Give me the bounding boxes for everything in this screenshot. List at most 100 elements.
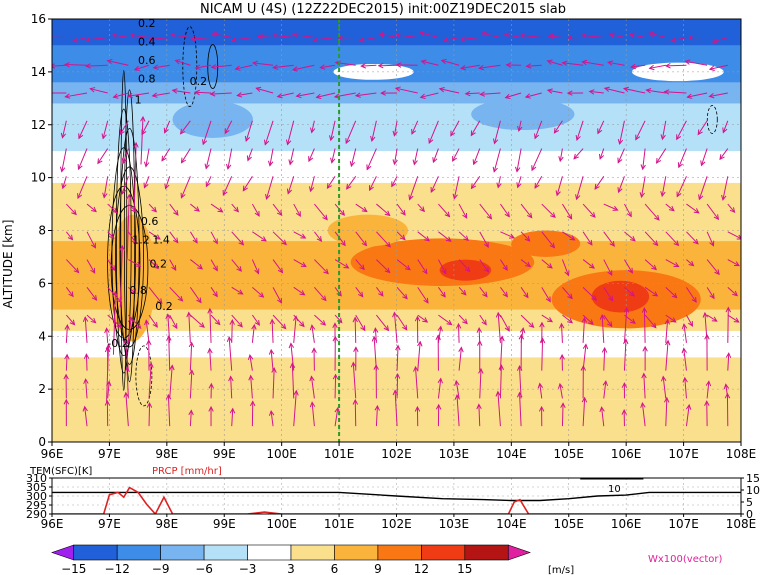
wind-vector [237,92,253,97]
wind-vector-head [400,209,406,216]
wind-vector-head [524,236,531,242]
wind-vector-head [109,265,116,272]
wind-band [52,19,741,46]
wind-vector-head [112,290,119,297]
y-tick-label: 4 [38,329,46,343]
wind-vector-head [126,92,133,99]
wind-vector [334,287,342,297]
wind-vector-head [601,346,608,353]
wind-vector [231,320,233,343]
wind-vector-head [524,93,531,99]
wind-vector [414,366,419,399]
wind-vector-head [559,353,565,360]
wind-vector-head [148,361,154,368]
wind-vector-head [249,400,256,407]
colorbar-label: 15 [457,562,472,575]
wind-vector [210,203,223,213]
wind-vector-head [591,295,598,301]
wind-vector [376,203,391,216]
wind-vector-head [419,31,426,37]
wind-vector [122,148,129,164]
contour-label: 0.6 [138,54,156,67]
wind-vector [683,324,687,343]
wind-vector [437,326,442,343]
wind-vector [676,120,687,140]
wind-vector-head [173,209,179,216]
wind-vector-head [119,129,125,136]
wind-vector [181,148,191,163]
wind-vector-head [394,86,401,92]
wind-vector-head [188,341,195,348]
wind-vector [500,287,508,297]
wind-vector-head [629,235,636,242]
wind-vector [188,312,191,343]
wind-vector-head [693,208,700,214]
wind-vector [172,89,191,94]
wind-vector [661,120,667,140]
wind-vector [210,287,218,297]
wind-vector-head [212,265,218,272]
wind-vector [678,148,687,168]
wind-vector [355,287,364,297]
wind-vector-head [189,36,196,42]
wind-vector [505,92,522,99]
wind-vector-head [326,183,332,189]
wind-vector-head [135,261,142,267]
wind-vector [86,231,96,249]
wind-vector [253,62,274,66]
wind-vector-head [385,241,391,248]
wind-vector [134,64,150,71]
wind-vector-head [525,261,532,268]
wind-vector [167,314,171,343]
wind-vector [106,344,110,403]
wind-vector [65,203,77,215]
wind-vector-head [251,60,258,67]
y-tick-label: 2 [38,382,46,396]
wind-vector-head [478,64,485,71]
wind-vector-head [575,194,581,201]
wind-vector [644,286,658,297]
wind-vector [665,64,687,67]
wind-vector [589,90,604,94]
wind-vector-head [64,93,71,99]
wind-vector [582,314,594,325]
wind-vector-head [664,63,671,69]
wind-vector-head [254,210,260,217]
wind-vector [355,92,377,97]
wind-vector-head [281,239,287,246]
wind-vector-head [452,155,458,162]
wind-vector [222,176,233,196]
wind-vector-head [105,343,112,350]
wind-vector-head [518,333,525,340]
wind-vector [171,34,191,39]
wind-vector-head [353,346,359,353]
sub-x-label: 100E [266,517,297,531]
wind-vector-head [208,405,214,412]
wind-vector-head [504,93,511,100]
sub-left-label: 310 [26,472,47,485]
wind-vector-head [260,236,267,242]
wind-vector-head [61,183,67,190]
wind-vector-head [309,401,316,408]
wind-vector [473,148,481,165]
wind-vector-head [515,166,521,173]
wind-vector-head [309,324,316,331]
wind-vector-head [120,188,127,195]
wind-vector-head [419,93,426,99]
wind-vector-head [435,403,442,410]
wind-vector [308,148,315,162]
wind-vector [686,203,700,214]
wind-vector-head [299,290,306,296]
wind-vector-head [255,86,262,92]
wind-vector-head [470,130,476,137]
wind-vector-head [411,128,417,135]
wind-vector [65,287,74,297]
wind-vector [624,259,633,274]
wind-vector-head [135,323,142,329]
wind-vector [189,410,192,427]
wind-vector-head [208,382,214,389]
wind-vector-head [340,240,346,247]
wind-vector-head [295,211,301,218]
wind-vector-head [395,62,402,68]
wind-vector-head [549,242,556,249]
